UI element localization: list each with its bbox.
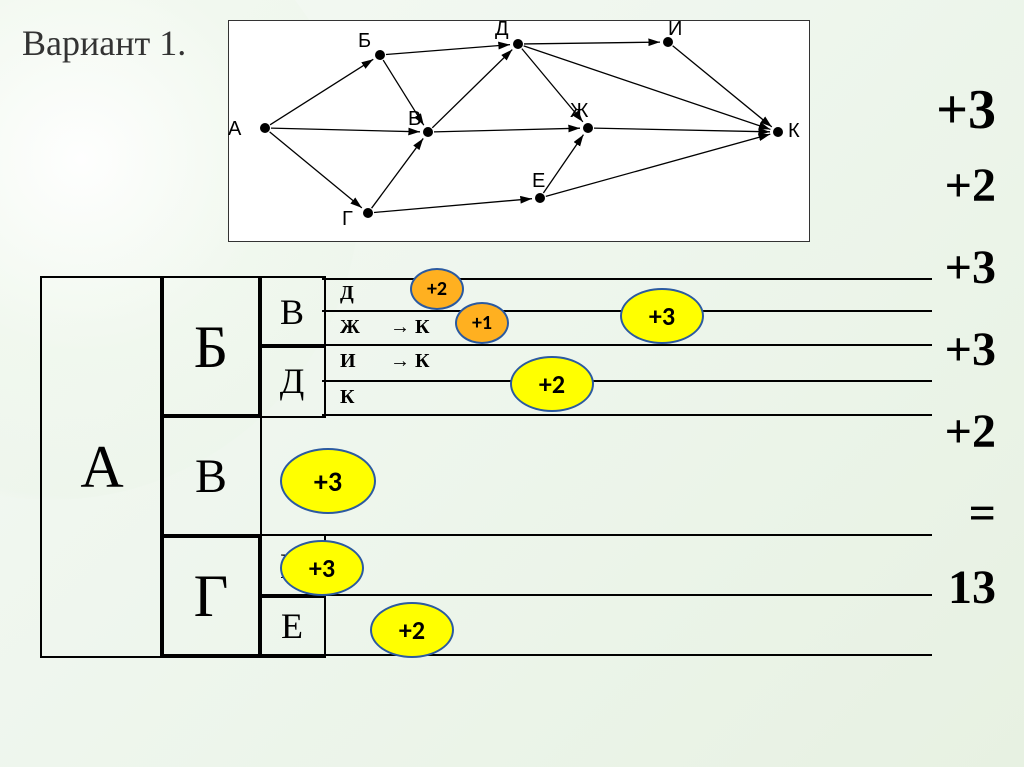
cell-GE: Е bbox=[258, 594, 326, 658]
tiny-2: → К bbox=[390, 316, 430, 339]
tiny-3: И bbox=[340, 350, 356, 373]
tiny-4: → К bbox=[390, 350, 430, 373]
node-label-V: В bbox=[408, 108, 421, 131]
node-label-A: А bbox=[228, 118, 241, 141]
page-title: Вариант 1. bbox=[22, 22, 186, 64]
bubble-1: +1 bbox=[455, 302, 509, 344]
cell-BV: В bbox=[258, 276, 326, 348]
node-label-G: Г bbox=[342, 208, 353, 231]
node-label-E: Е bbox=[532, 170, 545, 193]
node-A bbox=[260, 123, 270, 133]
node-D bbox=[513, 39, 523, 49]
node-K bbox=[773, 127, 783, 137]
bubble-2: +3 bbox=[620, 288, 704, 344]
hline-5 bbox=[160, 534, 932, 536]
node-V bbox=[423, 127, 433, 137]
hline-7 bbox=[160, 654, 932, 656]
cell-A: А bbox=[40, 276, 164, 658]
side-sum-5: = bbox=[969, 486, 996, 541]
side-sum-2: +3 bbox=[945, 240, 996, 295]
tiny-1: Ж bbox=[340, 316, 360, 339]
bubble-5: +3 bbox=[280, 540, 364, 596]
side-sum-6: 13 bbox=[948, 560, 996, 615]
node-E bbox=[535, 193, 545, 203]
tiny-5: К bbox=[340, 386, 355, 409]
bubble-0: +2 bbox=[410, 268, 464, 310]
hline-2 bbox=[322, 344, 932, 346]
node-G bbox=[363, 208, 373, 218]
hline-4 bbox=[322, 414, 932, 416]
node-B bbox=[375, 50, 385, 60]
cell-BD: Д bbox=[258, 344, 326, 418]
cell-Vcell: В bbox=[160, 414, 262, 538]
side-sum-0: +3 bbox=[936, 78, 996, 142]
hline-3 bbox=[322, 380, 932, 382]
node-label-D: Д bbox=[495, 18, 509, 41]
graph-box bbox=[228, 20, 810, 242]
node-label-Zh: Ж bbox=[570, 100, 588, 123]
bubble-6: +2 bbox=[370, 602, 454, 658]
node-Zh bbox=[583, 123, 593, 133]
side-sum-3: +3 bbox=[945, 322, 996, 377]
node-label-K: К bbox=[788, 120, 800, 143]
bubble-3: +2 bbox=[510, 356, 594, 412]
tiny-0: Д bbox=[340, 282, 354, 305]
node-label-I: И bbox=[668, 18, 682, 41]
side-sum-1: +2 bbox=[945, 158, 996, 213]
cell-Bcell: Б bbox=[160, 276, 262, 418]
side-sum-4: +2 bbox=[945, 404, 996, 459]
hline-6 bbox=[322, 594, 932, 596]
cell-Gcell: Г bbox=[160, 534, 262, 658]
bubble-4: +3 bbox=[280, 448, 376, 514]
node-label-B: Б bbox=[358, 30, 371, 53]
